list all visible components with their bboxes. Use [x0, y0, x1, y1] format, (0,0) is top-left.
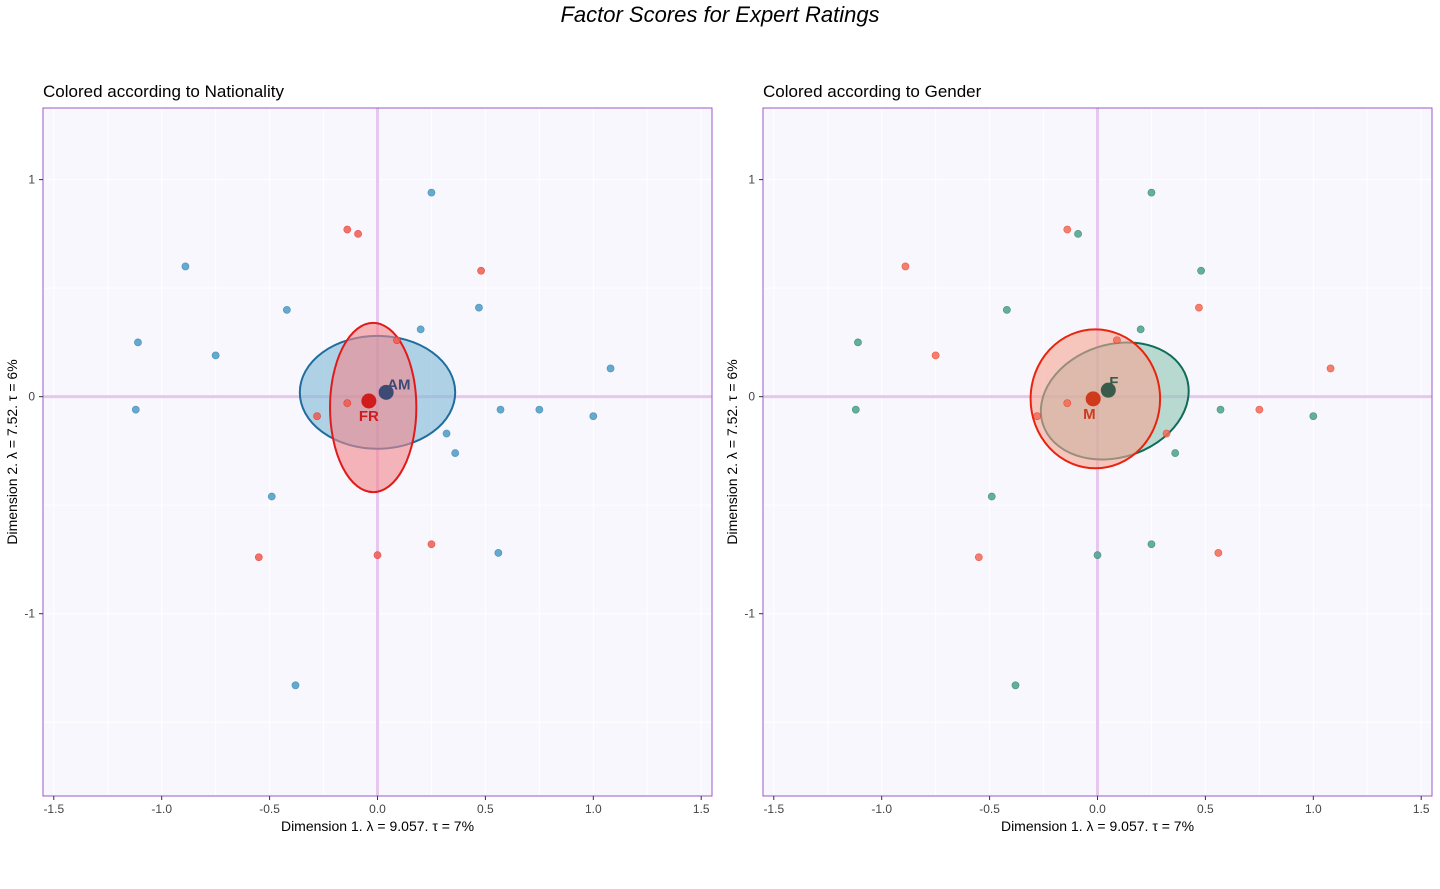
y-tick-label: -1 — [744, 607, 755, 621]
data-point-am — [291, 681, 300, 690]
x-axis-label: Dimension 1. λ = 9.057. τ = 7% — [1001, 818, 1194, 834]
x-tick-label: 0.5 — [477, 802, 494, 816]
x-tick-label: 0.0 — [369, 802, 386, 816]
group-label-f: F — [1109, 374, 1118, 391]
data-point-am — [494, 549, 503, 557]
data-point-m — [974, 553, 983, 562]
panel-1: -1.5 -1.0 -0.5 0.0 0.5 1.0 1.5 -1 0 1 Colored acco… — [4, 82, 713, 834]
x-tick-label: -1.0 — [871, 802, 892, 816]
data-point-fr — [373, 551, 382, 559]
data-point-f — [1002, 305, 1011, 314]
y-tick-label: -1 — [24, 607, 35, 621]
group-mean-am — [378, 384, 394, 400]
data-point-f — [1216, 405, 1225, 414]
data-point-m — [1255, 405, 1264, 414]
data-point-m — [1033, 412, 1041, 421]
data-point-am — [442, 429, 451, 438]
group-mean-f — [1100, 382, 1116, 398]
x-tick-label: -1.5 — [43, 802, 64, 816]
data-point-am — [211, 351, 220, 360]
data-point-am — [267, 492, 276, 501]
chart-title: Factor Scores for Expert Ratings — [560, 2, 880, 27]
data-point-am — [606, 364, 615, 373]
data-point-fr — [343, 225, 352, 234]
data-point-am — [134, 338, 142, 347]
data-point-am — [451, 449, 460, 457]
data-point-am — [131, 405, 140, 414]
data-point-f — [1197, 266, 1205, 275]
y-tick-label: 0 — [748, 390, 755, 404]
data-point-f — [1171, 449, 1180, 457]
data-point-fr — [393, 336, 401, 345]
x-tick-label: 0.5 — [1197, 802, 1214, 816]
data-point-am — [181, 262, 190, 271]
y-axis-label: Dimension 2. λ = 7.52. τ = 6% — [4, 359, 20, 544]
data-point-am — [416, 325, 425, 334]
group-mean-fr — [361, 393, 377, 409]
data-point-f — [1147, 188, 1156, 197]
data-point-fr — [427, 540, 436, 549]
data-point-m — [1063, 399, 1072, 408]
group-label-fr: FR — [359, 408, 379, 425]
data-point-f — [1011, 681, 1020, 690]
x-tick-label: -1.0 — [151, 802, 172, 816]
data-point-m — [931, 351, 940, 360]
data-point-m — [1113, 336, 1121, 345]
x-tick-label: 1.0 — [585, 802, 602, 816]
data-point-f — [1093, 551, 1102, 559]
confidence-ellipse-fr — [329, 321, 418, 494]
data-point-f — [1147, 540, 1156, 549]
data-point-m — [1326, 364, 1335, 373]
group-mean-m — [1085, 391, 1101, 407]
x-axis-label: Dimension 1. λ = 9.057. τ = 7% — [281, 818, 474, 834]
x-tick-label: -0.5 — [979, 802, 1000, 816]
data-point-fr — [354, 229, 362, 238]
data-point-fr — [313, 412, 321, 421]
panel-title: Colored according to Nationality — [43, 82, 284, 101]
x-tick-label: -1.5 — [763, 802, 784, 816]
x-tick-label: 1.5 — [693, 802, 710, 816]
data-point-am — [535, 405, 544, 414]
group-label-am: AM — [387, 376, 410, 393]
data-point-m — [1214, 549, 1223, 557]
data-point-m — [1162, 429, 1171, 438]
x-tick-label: 0.0 — [1089, 802, 1106, 816]
data-point-f — [1136, 325, 1145, 334]
y-tick-label: 1 — [28, 173, 35, 187]
data-point-am — [589, 412, 598, 421]
y-tick-label: 1 — [748, 173, 755, 187]
data-point-am — [475, 303, 483, 312]
data-point-am — [427, 188, 436, 197]
data-point-fr — [477, 266, 485, 275]
data-point-m — [1063, 225, 1072, 234]
x-tick-label: -0.5 — [259, 802, 280, 816]
data-point-fr — [343, 399, 352, 408]
data-point-am — [496, 405, 505, 414]
data-point-f — [854, 338, 862, 347]
data-point-f — [851, 405, 860, 414]
x-tick-label: 1.0 — [1305, 802, 1322, 816]
data-point-m — [1195, 303, 1203, 312]
data-point-am — [282, 305, 291, 314]
data-point-f — [1309, 412, 1318, 421]
group-label-m: M — [1083, 406, 1096, 423]
x-tick-label: 1.5 — [1413, 802, 1430, 816]
y-tick-label: 0 — [28, 390, 35, 404]
y-axis-label: Dimension 2. λ = 7.52. τ = 6% — [724, 359, 740, 544]
panel-2: -1.5 -1.0 -0.5 0.0 0.5 1.0 1.5 -1 0 1 Colored acco… — [724, 82, 1433, 834]
data-point-m — [901, 262, 910, 271]
panel-title: Colored according to Gender — [763, 82, 982, 101]
data-point-f — [987, 492, 996, 501]
data-point-f — [1074, 229, 1082, 238]
data-point-fr — [254, 553, 263, 562]
